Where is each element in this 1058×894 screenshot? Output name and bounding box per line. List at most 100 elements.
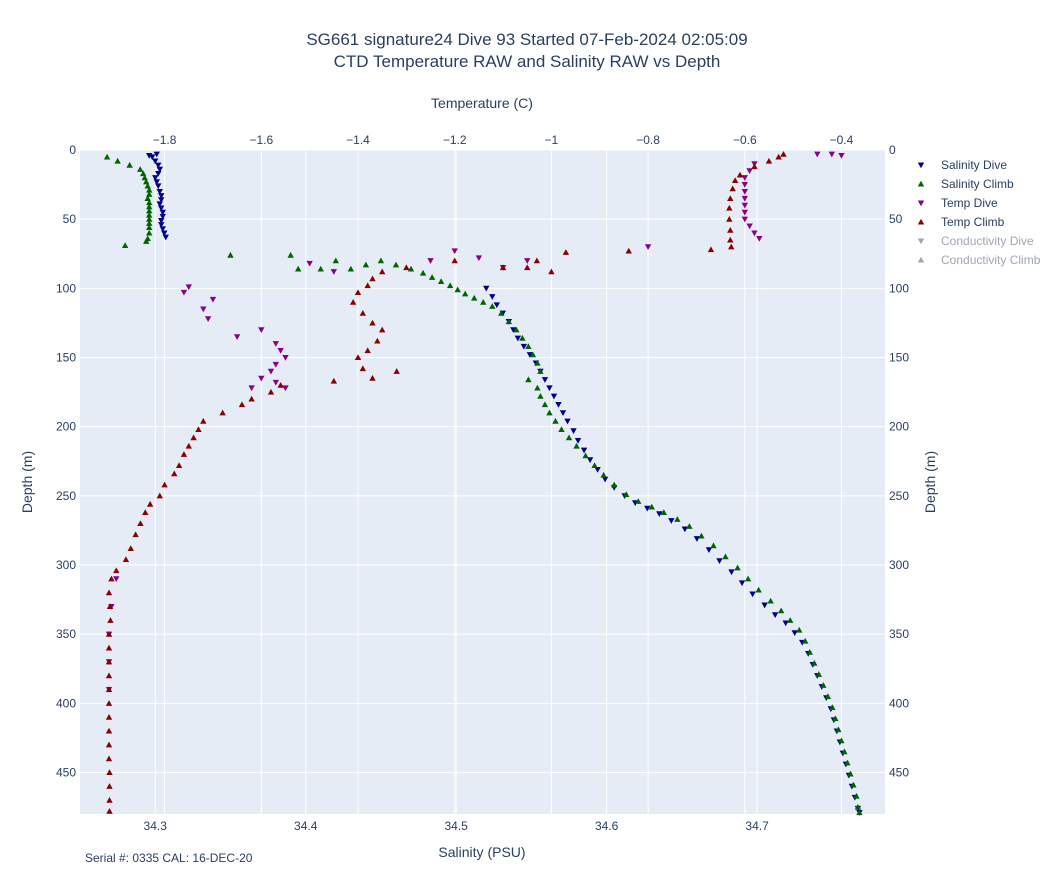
salinity-dive-point	[159, 213, 166, 220]
salinity-climb-point	[136, 166, 144, 172]
temp-dive-point	[838, 152, 845, 159]
salinity-climb-point	[796, 626, 803, 633]
salinity-climb-point	[144, 195, 151, 201]
salinity-climb-point	[815, 671, 822, 677]
legend-salinity-dive[interactable]: Salinity Dive	[917, 158, 1008, 172]
temp-climb-point	[378, 268, 386, 275]
legend-salinity-climb[interactable]: Salinity Climb	[917, 177, 1014, 191]
temp-climb-point	[369, 275, 376, 282]
temp-climb-point	[190, 434, 197, 441]
salinity-climb-point	[558, 426, 565, 432]
salinity-climb-point	[146, 220, 153, 226]
salinity-dive-point	[483, 285, 490, 292]
salinity-climb-point	[674, 516, 681, 522]
y-right-tick-label: 200	[889, 420, 909, 434]
temp-dive-point	[828, 151, 836, 158]
temp-climb-point	[108, 575, 115, 582]
temp-climb-point	[403, 264, 410, 271]
legend-temp-dive[interactable]: Temp Dive	[917, 196, 998, 210]
salinity-dive-point	[153, 179, 160, 186]
y-right-tick-label: 300	[889, 558, 909, 572]
legend-conductivity-climb[interactable]: Conductivity Climb	[917, 253, 1041, 267]
temp-climb-point	[105, 741, 113, 748]
temp-dive-point	[272, 379, 280, 386]
salinity-climb-point	[847, 770, 854, 777]
temp-climb-point	[171, 470, 178, 477]
temp-dive-point	[644, 244, 652, 251]
temp-climb-point	[359, 310, 367, 316]
salinity-climb-point	[534, 384, 541, 391]
salinity-climb-point	[835, 726, 842, 733]
salinity-dive-point	[158, 193, 165, 199]
legend-conductivity-dive[interactable]: Conductivity Dive	[917, 234, 1034, 248]
salinity-dive-point	[158, 217, 165, 224]
salinity-climb-point	[121, 242, 129, 249]
salinity-dive-point	[586, 457, 594, 464]
salinity-climb-point	[600, 471, 607, 478]
x-top-tick-label: −1.4	[346, 133, 370, 147]
temp-dive-point	[427, 258, 434, 264]
salinity-dive-point	[570, 428, 577, 435]
salinity-climb-point	[505, 318, 513, 325]
temp-climb-point	[200, 417, 207, 424]
temp-climb-point	[277, 381, 284, 388]
y-left-tick-label: 400	[56, 696, 76, 710]
salinity-climb-point	[806, 648, 813, 655]
x-top-axis-label: Temperature (C)	[431, 95, 533, 111]
x-top-tick-label: −1.2	[443, 133, 467, 147]
salinity-dive-point	[771, 612, 779, 618]
salinity-dive-point	[520, 343, 528, 350]
temp-climb-point	[378, 326, 386, 333]
temp-dive-point	[272, 361, 280, 368]
salinity-climb-point	[755, 586, 762, 593]
salinity-dive-point	[514, 335, 522, 342]
salinity-climb-point	[146, 186, 153, 193]
salinity-climb-point	[546, 409, 553, 416]
x-top-tick-label: −0.4	[830, 133, 854, 147]
temp-climb-point	[707, 246, 715, 253]
temp-dive-point	[756, 235, 763, 242]
salinity-climb-point	[146, 203, 153, 210]
salinity-climb-point	[853, 792, 860, 799]
temp-climb-point	[105, 713, 113, 720]
temp-dive-point	[272, 341, 280, 347]
y-right-tick-label: 350	[889, 627, 909, 641]
salinity-climb-point	[552, 417, 559, 424]
salinity-climb-point	[513, 326, 520, 333]
salinity-climb-point	[529, 351, 537, 358]
legend-temp-climb[interactable]: Temp Climb	[917, 215, 1005, 229]
salinity-dive-point	[601, 476, 609, 483]
temp-climb-point	[180, 451, 188, 457]
salinity-climb-point	[141, 174, 148, 181]
y-right-tick-label: 400	[889, 696, 909, 710]
salinity-dive-point	[761, 602, 768, 609]
temp-dive-point	[746, 168, 753, 174]
temp-climb-point	[374, 337, 381, 344]
temp-climb-point	[780, 150, 787, 157]
legend-conductivity-climb-marker	[917, 256, 925, 263]
salinity-climb-point	[811, 660, 818, 666]
y-right-axis-label: Depth (m)	[922, 451, 938, 513]
salinity-dive-point	[559, 410, 567, 417]
temp-dive-point	[741, 182, 748, 188]
temp-dive-point	[330, 269, 338, 275]
salinity-dive-point	[555, 401, 562, 408]
temp-climb-point	[106, 783, 113, 789]
temp-dive-point	[258, 375, 265, 382]
temp-climb-point	[393, 368, 400, 374]
legend-temp-dive-label: Temp Dive	[941, 196, 998, 210]
salinity-climb-point	[437, 278, 445, 284]
x-bottom-tick-label: 34.4	[294, 819, 318, 833]
y-left-tick-label: 350	[56, 627, 76, 641]
temp-dive-point	[524, 258, 531, 264]
serial-footer: Serial #: 0335 CAL: 16-DEC-20	[85, 851, 253, 865]
y-left-tick-label: 200	[56, 420, 76, 434]
temp-climb-point	[349, 298, 357, 305]
legend-salinity-dive-label: Salinity Dive	[941, 158, 1007, 172]
salinity-climb-point	[146, 211, 153, 218]
temp-dive-point	[185, 284, 192, 291]
salinity-climb-point	[582, 452, 589, 459]
salinity-dive-point	[749, 591, 756, 598]
salinity-dive-point	[149, 154, 156, 161]
temp-climb-point	[625, 247, 632, 254]
